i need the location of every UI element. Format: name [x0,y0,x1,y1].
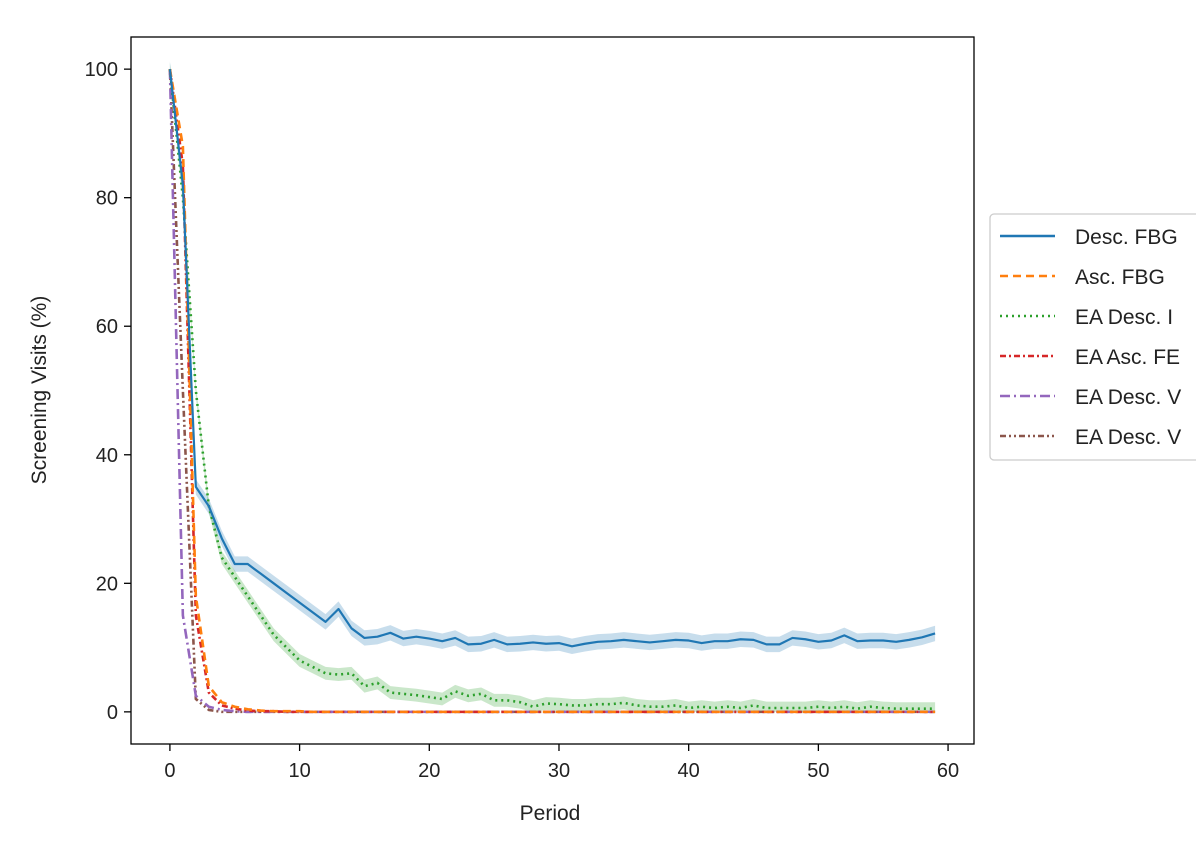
legend-box [989,213,1196,461]
y-axis-label: Screening Visits (%) [28,296,51,485]
legend-label: Asc. FBG [1075,266,1165,289]
y-tick-label: 80 [96,188,118,210]
x-axis-ticks: 0 10 20 30 40 50 60 [164,744,959,782]
y-tick-label: 100 [85,59,118,81]
x-tick-label: 20 [418,760,440,782]
series-lines [168,68,936,714]
legend-label: EA Asc. FE [1075,346,1180,369]
series-line-0 [168,69,936,648]
x-tick-label: 40 [678,760,700,782]
x-axis-label: Period [520,802,581,825]
x-tick-label: 50 [807,760,829,782]
legend: Desc. FBG Asc. FBG EA Desc. I EA Asc. FE EA … [989,213,1196,461]
y-tick-label: 40 [96,445,118,467]
x-tick-label: 0 [164,760,175,782]
legend-label: EA Desc. V [1075,386,1181,409]
series-line-1 [168,68,936,714]
series-line-2 [168,69,936,710]
series-line-3 [168,68,936,714]
legend-label: EA Desc. V [1075,426,1181,449]
y-tick-label: 60 [96,316,118,338]
x-tick-label: 30 [548,760,570,782]
legend-label: EA Desc. I [1075,306,1173,329]
legend-label: Desc. FBG [1075,226,1178,249]
plot-frame [130,36,975,745]
x-tick-label: 10 [288,760,310,782]
y-tick-label: 20 [96,573,118,595]
y-tick-label: 0 [107,702,118,724]
y-axis-ticks: 0 20 40 60 80 100 [85,59,131,724]
x-tick-label: 60 [937,760,959,782]
